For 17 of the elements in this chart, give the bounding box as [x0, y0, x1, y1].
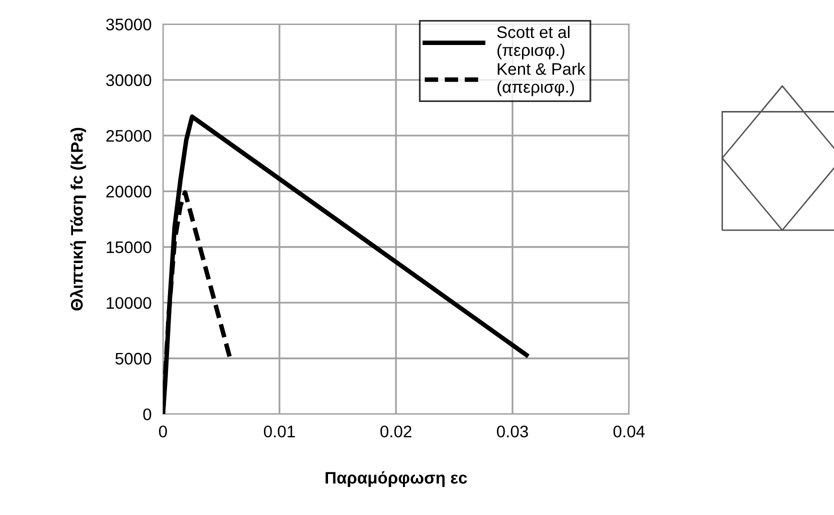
y-tick-label: 0	[143, 408, 152, 420]
x-tick-label: 0.01	[264, 426, 295, 438]
x-axis-title: Παραμόρφωση εc	[326, 471, 467, 487]
y-tick-label: 15000	[106, 241, 152, 254]
x-tick-label: 0	[158, 426, 167, 438]
legend-label: Scott et al (περισφ.)	[497, 26, 570, 60]
x-tick-label: 0.02	[380, 426, 412, 438]
y-axis-title: Θλιπτική Τάση fc (KPa)	[70, 128, 86, 311]
x-tick-label: 0.04	[613, 426, 645, 438]
legend-label: Kent & Park (απερισφ.)	[497, 62, 586, 96]
x-tick-label: 0.03	[496, 426, 528, 438]
y-tick-label: 20000	[106, 186, 152, 198]
y-tick-label: 35000	[106, 18, 152, 30]
y-tick-label: 25000	[106, 130, 152, 142]
y-tick-label: 30000	[106, 74, 152, 86]
y-tick-label: 10000	[106, 297, 152, 309]
y-tick-label: 5000	[115, 352, 152, 365]
